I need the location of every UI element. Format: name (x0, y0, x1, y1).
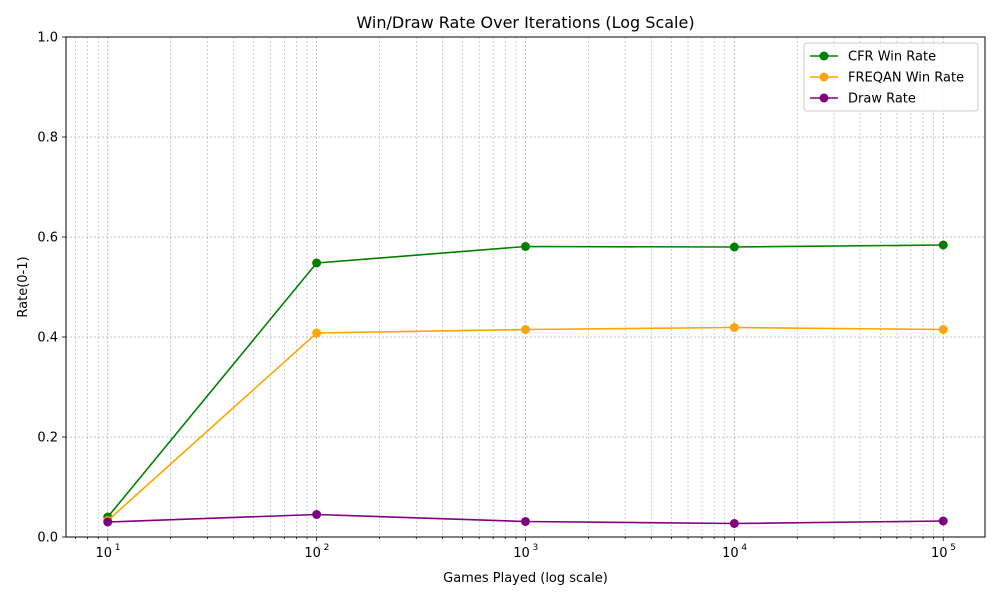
chart-title: Win/Draw Rate Over Iterations (Log Scale… (356, 13, 694, 32)
y-axis-label: Rate(0-1) (16, 256, 31, 317)
series-group (103, 240, 948, 522)
legend-marker (819, 72, 829, 82)
series-layer (103, 240, 948, 528)
x-tick-exponent: 2 (324, 543, 330, 553)
data-point (521, 517, 530, 526)
data-point (729, 519, 739, 528)
data-point (312, 258, 322, 268)
x-tick-exponent: 1 (115, 543, 121, 553)
legend-entry: FREQAN Win Rate (810, 71, 964, 86)
data-point (103, 517, 113, 527)
legend-marker (819, 51, 829, 61)
x-tick-label: 10 (931, 546, 948, 561)
legend-marker (819, 93, 829, 103)
x-tick-label: 10 (513, 546, 530, 561)
data-point (312, 328, 322, 338)
data-point (521, 242, 530, 251)
y-tick-label: 0.0 (37, 531, 58, 546)
legend-entry: CFR Win Rate (810, 50, 936, 65)
x-tick-label: 10 (304, 546, 321, 561)
y-tick-label: 0.8 (37, 131, 58, 146)
data-point (729, 242, 739, 252)
data-point (521, 325, 530, 334)
legend-frame (803, 42, 979, 112)
x-tick-exponent: 5 (950, 543, 956, 553)
y-tick-label: 0.6 (37, 231, 58, 246)
x-tick-exponent: 4 (741, 543, 747, 553)
data-point (312, 510, 322, 519)
data-point (938, 516, 948, 526)
data-point (729, 323, 739, 332)
x-tick-label: 10 (95, 546, 112, 561)
y-tick-label: 1.0 (37, 31, 58, 46)
data-point (938, 240, 948, 250)
x-axis-label: Games Played (log scale) (443, 571, 608, 586)
legend: CFR Win Rate FREQAN Win Rate Draw Rate (803, 42, 979, 112)
series-group (103, 510, 948, 528)
x-tick-exponent: 3 (533, 543, 539, 553)
legend-label: CFR Win Rate (848, 50, 936, 65)
axis-ticks: 10 1 10 2 10 3 10 4 10 50.00.20.40.60.81.0 (37, 31, 956, 562)
legend-entry: Draw Rate (810, 92, 916, 107)
x-tick-label: 10 (722, 546, 739, 561)
data-point (938, 325, 948, 334)
y-tick-label: 0.4 (37, 331, 58, 346)
legend-label: FREQAN Win Rate (848, 71, 964, 86)
legend-label: Draw Rate (848, 92, 916, 107)
y-tick-label: 0.2 (37, 431, 58, 446)
